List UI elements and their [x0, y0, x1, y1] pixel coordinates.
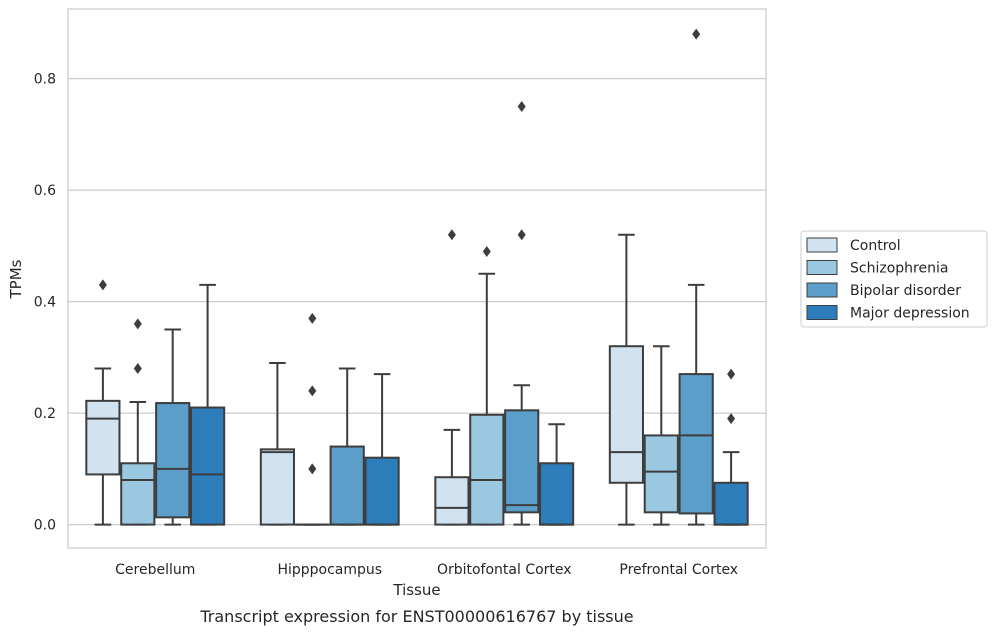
- box: [539, 462, 575, 526]
- box: [259, 448, 295, 526]
- outlier-point: [692, 28, 701, 40]
- box-group: [190, 283, 226, 526]
- box: [608, 345, 644, 484]
- box-group: [608, 233, 644, 526]
- legend-item: Major depression: [806, 305, 970, 322]
- outlier-point: [482, 245, 491, 257]
- box-group: [434, 229, 470, 526]
- y-tick-label: 0.6: [34, 183, 56, 199]
- outlier-point: [727, 413, 736, 425]
- legend-frame: [800, 230, 988, 328]
- outlier-point: [308, 385, 317, 397]
- box-group: [643, 345, 679, 526]
- x-tick-label: Hipppocampus: [277, 562, 382, 578]
- legend-label: Schizophrenia: [850, 261, 948, 277]
- box: [364, 456, 400, 526]
- x-tick-label: Orbitofontal Cortex: [437, 562, 572, 578]
- box: [678, 373, 714, 515]
- x-tick-label: Prefrontal Cortex: [619, 562, 738, 578]
- box: [504, 409, 540, 514]
- box-group: [155, 328, 191, 526]
- box-group: [294, 312, 330, 526]
- y-axis-label: TPMs: [7, 259, 25, 299]
- legend-swatch: [806, 305, 838, 320]
- box: [713, 481, 749, 526]
- y-tick-label: 0.0: [34, 518, 56, 534]
- box: [643, 434, 679, 514]
- box-group: [504, 101, 540, 526]
- legend-item: Bipolar disorder: [806, 282, 961, 299]
- outlier-point: [98, 279, 107, 291]
- x-axis-ticks: Cerebellum Hipppocampus Orbitofontal Corte…: [115, 562, 738, 578]
- box-group: [713, 368, 749, 526]
- plot-frame: [67, 8, 767, 549]
- y-axis-ticks: 0.0 0.2 0.4 0.6 0.8: [34, 72, 56, 534]
- outlier-point: [308, 312, 317, 324]
- box-group: [678, 28, 714, 526]
- legend-label: Bipolar disorder: [850, 283, 961, 299]
- box-group: [469, 245, 505, 526]
- box-group: [364, 373, 400, 526]
- box: [469, 413, 505, 526]
- outlier-point: [308, 463, 317, 475]
- y-tick-label: 0.2: [34, 406, 56, 422]
- legend-item: Control: [806, 237, 901, 254]
- outlier-point: [133, 318, 142, 330]
- x-tick-label: Cerebellum: [115, 562, 195, 578]
- y-tick-label: 0.4: [34, 295, 56, 311]
- box-group: [329, 367, 365, 526]
- legend-label: Control: [850, 238, 901, 254]
- y-tick-label: 0.8: [34, 72, 56, 88]
- legend-swatch: [806, 237, 838, 253]
- box-group: [539, 423, 575, 526]
- outlier-point: [447, 229, 456, 241]
- outlier-point: [727, 368, 736, 380]
- box: [434, 476, 470, 526]
- outlier-point: [517, 229, 526, 241]
- chart-caption: Transcript expression for ENST0000061676…: [199, 607, 633, 626]
- box: [329, 445, 365, 526]
- legend-label: Major depression: [850, 306, 970, 322]
- legend-swatch: [806, 260, 838, 275]
- box: [85, 399, 121, 476]
- legend-swatch: [806, 282, 838, 298]
- box-group: [120, 318, 156, 526]
- outlier-point: [517, 101, 526, 113]
- box: [155, 402, 191, 519]
- x-axis-label: Tissue: [392, 581, 440, 599]
- box-group: [85, 279, 121, 526]
- legend: Control Schizophrenia Bipolar disorder Majo…: [800, 230, 988, 328]
- box-group: [259, 361, 295, 526]
- box-plots: [85, 28, 749, 526]
- box: [190, 406, 226, 526]
- box: [120, 462, 156, 526]
- outlier-point: [133, 363, 142, 375]
- legend-item: Schizophrenia: [806, 260, 948, 277]
